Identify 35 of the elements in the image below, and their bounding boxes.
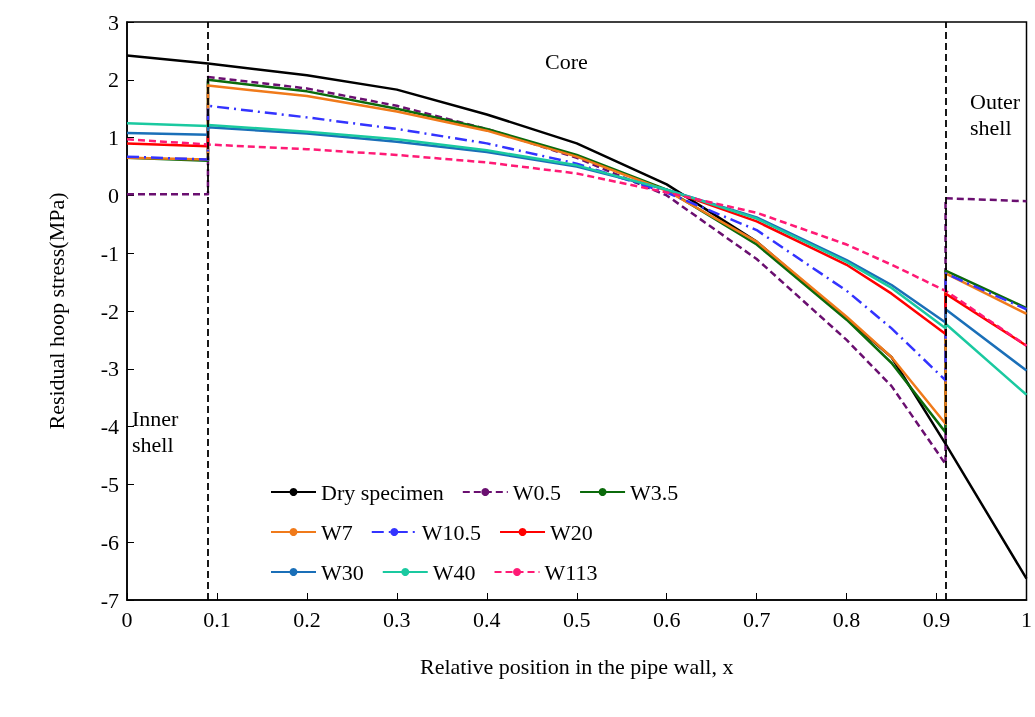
x-tick-label: 1 [1021,606,1032,632]
x-tick-label: 0.9 [922,606,951,632]
legend-label: W7 [321,519,353,545]
x-tick-label: 0.4 [473,606,501,632]
x-tick-label: 0.8 [832,606,861,632]
y-tick-label: -1 [100,240,119,266]
annotation: Inner shell [132,405,184,457]
legend-label: W0.5 [512,479,562,505]
y-tick-label: -7 [100,587,119,613]
y-tick-label: 3 [108,9,119,35]
annotation: Outer shell [970,88,1026,140]
x-tick-label: 0.6 [652,606,681,632]
legend-label: W10.5 [421,519,482,545]
y-tick-label: -3 [100,356,119,382]
y-tick-label: -5 [100,471,119,497]
y-tick-label: -6 [100,529,119,555]
legend-label: W40 [432,559,476,585]
legend-label: W3.5 [630,479,679,505]
legend-label: W20 [550,519,593,545]
x-tick-label: 0.3 [383,606,411,632]
legend-label: W30 [321,559,364,585]
legend-label: Dry specimen [321,479,444,505]
x-tick-label: 0.2 [293,606,321,632]
x-tick-label: 0.7 [742,606,771,632]
legend-label: W113 [544,559,598,585]
x-tick-label: 0.1 [203,606,231,632]
x-tick-label: 0.5 [563,606,591,632]
y-tick-label: 0 [108,182,119,208]
y-tick-label: 2 [108,67,119,93]
y-tick-label: -4 [100,414,119,440]
x-axis-title: Relative position in the pipe wall, x [420,653,734,679]
annotation: Core [545,48,588,74]
y-axis-title: Residual hoop stress(MPa) [43,192,69,430]
y-tick-label: 1 [108,125,119,151]
y-tick-label: -2 [100,298,119,324]
